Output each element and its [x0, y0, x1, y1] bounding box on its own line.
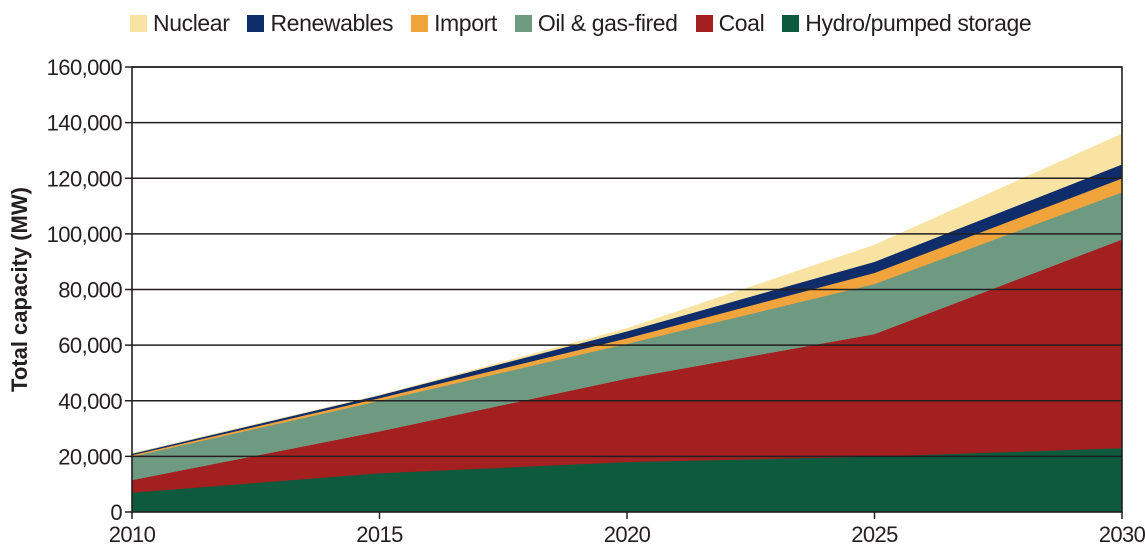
legend-swatch-oil-gas-fired — [514, 14, 532, 32]
legend-swatch-hydro-pumped-storage — [782, 14, 800, 32]
legend-label-nuclear: Nuclear — [153, 9, 230, 36]
x-tick-label-2: 2020 — [604, 522, 651, 546]
y-tick-label-7: 140,000 — [47, 111, 123, 136]
legend-swatch-renewables — [247, 14, 265, 32]
legend-label-import: Import — [434, 9, 497, 36]
legend-label-hydro-pumped-storage: Hydro/pumped storage — [805, 9, 1032, 36]
legend-item-import: Import — [411, 10, 497, 37]
x-tick-label-3: 2025 — [851, 522, 898, 546]
y-tick-label-8: 160,000 — [47, 55, 123, 80]
legend-item-hydro-pumped-storage: Hydro/pumped storage — [782, 9, 1032, 37]
y-tick-label-5: 100,000 — [47, 222, 123, 247]
y-tick-label-2: 40,000 — [58, 389, 122, 414]
legend-swatch-import — [411, 14, 429, 32]
legend-label-renewables: Renewables — [270, 9, 394, 36]
y-tick-label-1: 20,000 — [58, 444, 122, 469]
legend-item-nuclear: Nuclear — [130, 9, 230, 37]
legend-item-coal: Coal — [695, 9, 765, 37]
legend-swatch-nuclear — [130, 14, 147, 32]
legend: Nuclear Renewables Import Oil & gas-fired Co… — [130, 8, 1032, 38]
legend-label-coal: Coal — [718, 9, 765, 36]
legend-item-renewables: Renewables — [247, 10, 393, 37]
y-tick-label-0: 0 — [110, 500, 122, 525]
legend-swatch-coal — [695, 14, 713, 32]
y-tick-label-6: 120,000 — [47, 166, 123, 191]
y-tick-label-3: 60,000 — [58, 333, 122, 358]
y-tick-label-4: 80,000 — [58, 278, 122, 303]
x-tick-label-0: 2010 — [109, 522, 156, 546]
x-tick-label-4: 2030 — [1099, 522, 1145, 546]
x-tick-label-1: 2015 — [356, 522, 403, 546]
y-axis-label: Total capacity (MW) — [7, 187, 32, 392]
legend-label-oil-gas-fired: Oil & gas-fired — [537, 9, 678, 36]
legend-item-oil-gas-fired: Oil & gas-fired — [514, 9, 678, 37]
